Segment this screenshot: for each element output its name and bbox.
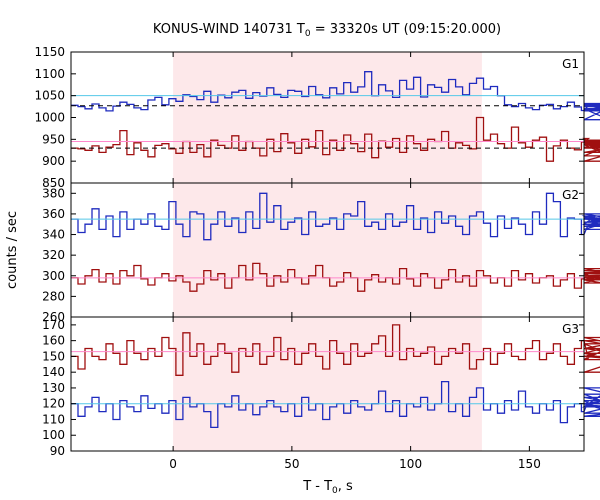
y-tick-label: 90: [50, 444, 65, 458]
y-tick-label: 130: [42, 381, 65, 395]
y-tick-label: 120: [42, 397, 65, 411]
x-tick-label: 100: [399, 457, 422, 471]
x-axis-label: T - T0, s: [302, 479, 353, 496]
panel-g1: 850 900 950 1000 1050 1100 1150 G1: [34, 45, 600, 190]
y-tick-label: 140: [42, 365, 65, 379]
y-tick-label: 170: [42, 318, 65, 332]
y-tick-label: 160: [42, 334, 65, 348]
y-tick-label: 1050: [34, 89, 65, 103]
y-tick-label: 100: [42, 428, 65, 442]
shaded-interval: [173, 317, 482, 451]
y-tick-label: 900: [42, 154, 65, 168]
y-tick-label: 360: [42, 207, 65, 221]
panel-label: G3: [562, 322, 579, 336]
series-line-red: [71, 262, 600, 292]
x-tick-label: 150: [518, 457, 541, 471]
y-tick-label: 110: [42, 412, 65, 426]
shaded-interval: [173, 183, 482, 317]
y-tick-label: 320: [42, 248, 65, 262]
shaded-interval: [173, 52, 482, 183]
series-line-red: [71, 116, 600, 162]
y-tick-label: 150: [42, 349, 65, 363]
y-tick-label: 280: [42, 289, 65, 303]
panel-label: G2: [562, 188, 579, 202]
panels-group: 8509009501000105011001150G12602803003203…: [34, 45, 600, 471]
y-tick-label: 380: [42, 186, 65, 200]
y-tick-label: 1000: [34, 111, 65, 125]
chart-title: KONUS-WIND 140731 T0 = 33320s UT (09:15:…: [153, 22, 501, 39]
y-axis-label: counts / sec: [5, 211, 20, 289]
y-tick-label: 850: [42, 176, 65, 190]
panel-label: G1: [562, 57, 579, 71]
x-tick-label: 0: [169, 457, 177, 471]
y-tick-label: 1100: [34, 67, 65, 81]
y-tick-label: 950: [42, 132, 65, 146]
panel-frame: [70, 316, 585, 452]
panel-g2: 260 280 300 320 340 360 380 G2: [42, 182, 600, 324]
y-tick-label: 340: [42, 228, 65, 242]
y-tick-label: 1150: [34, 45, 65, 59]
series-line-red: [71, 324, 600, 376]
y-tick-label: 260: [42, 310, 65, 324]
y-tick-label: 300: [42, 269, 65, 283]
x-tick-label: 50: [284, 457, 299, 471]
